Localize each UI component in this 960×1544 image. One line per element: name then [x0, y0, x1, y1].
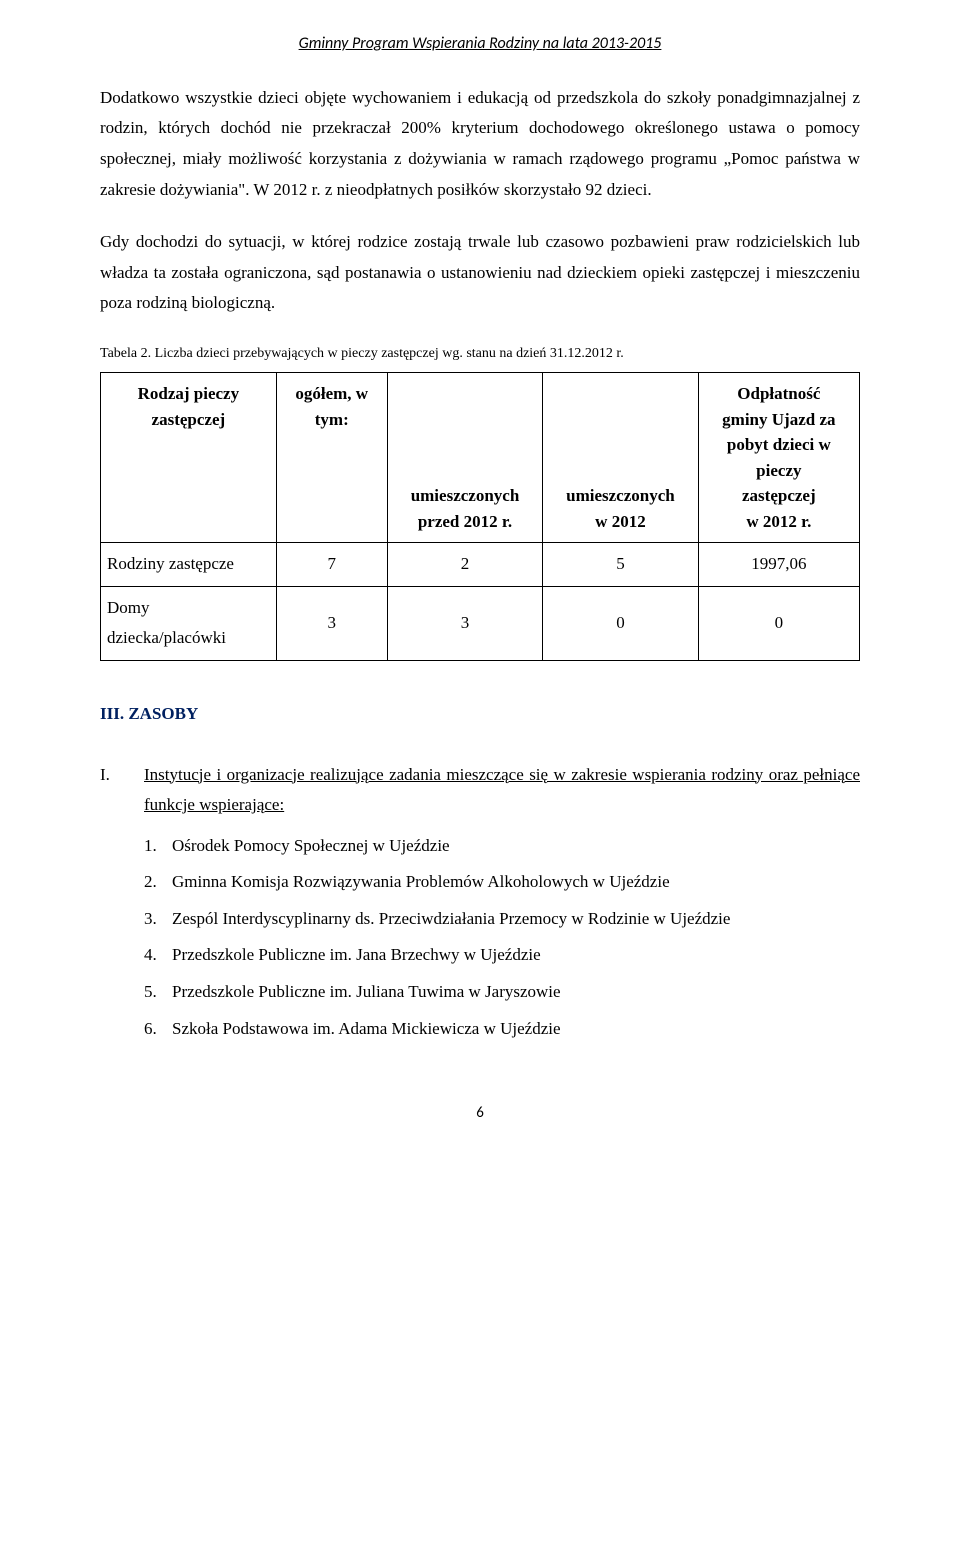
col-header-payment: Odpłatność gminy Ujazd za pobyt dzieci w…: [698, 373, 859, 543]
cell-total: 7: [276, 543, 387, 587]
sub-marker: 2.: [144, 867, 172, 898]
sub-marker: 6.: [144, 1014, 172, 1045]
list-item: 3.Zespól Interdyscyplinarny ds. Przeciwd…: [144, 904, 860, 935]
cell-in: 0: [543, 586, 698, 660]
roman-item-I: I. Instytucje i organizacje realizujące …: [100, 760, 860, 821]
sub-marker: 3.: [144, 904, 172, 935]
sub-marker: 5.: [144, 977, 172, 1008]
cell-payment: 1997,06: [698, 543, 859, 587]
document-header: Gminny Program Wspierania Rodziny na lat…: [100, 30, 860, 59]
col5-l1: Odpłatność: [707, 381, 851, 407]
col3-l2: przed 2012 r.: [396, 509, 534, 535]
cell-label: Rodziny zastępcze: [101, 543, 277, 587]
list-item: 2.Gminna Komisja Rozwiązywania Problemów…: [144, 867, 860, 898]
cell-in: 5: [543, 543, 698, 587]
col5-l5: zastępczej: [707, 483, 851, 509]
cell-before: 2: [387, 543, 542, 587]
col2-l1: ogółem, w: [285, 381, 379, 407]
cell-total: 3: [276, 586, 387, 660]
roman-body: Instytucje i organizacje realizujące zad…: [144, 760, 860, 821]
list-item: 5.Przedszkole Publiczne im. Juliana Tuwi…: [144, 977, 860, 1008]
col5-l3: pobyt dzieci w: [707, 432, 851, 458]
col-header-total: ogółem, w tym:: [276, 373, 387, 543]
sub-body: Przedszkole Publiczne im. Jana Brzechwy …: [172, 940, 860, 971]
cell-payment: 0: [698, 586, 859, 660]
col5-l6: w 2012 r.: [707, 509, 851, 535]
col-header-in: umieszczonych w 2012: [543, 373, 698, 543]
list-item: 4.Przedszkole Publiczne im. Jana Brzechw…: [144, 940, 860, 971]
col2-l2: tym:: [285, 407, 379, 433]
foster-care-table: Rodzaj pieczy zastępczej ogółem, w tym: …: [100, 372, 860, 661]
sub-body: Przedszkole Publiczne im. Juliana Tuwima…: [172, 977, 860, 1008]
list-item: 6.Szkoła Podstawowa im. Adama Mickiewicz…: [144, 1014, 860, 1045]
roman-marker: I.: [100, 760, 144, 821]
table-row: Rodziny zastępcze 7 2 5 1997,06: [101, 543, 860, 587]
page-number: 6: [100, 1100, 860, 1127]
list-item: 1.Ośrodek Pomocy Społecznej w Ujeździe: [144, 831, 860, 862]
sub-body: Zespól Interdyscyplinarny ds. Przeciwdzi…: [172, 904, 860, 935]
sub-body: Ośrodek Pomocy Społecznej w Ujeździe: [172, 831, 860, 862]
section-heading-zasoby: III. ZASOBY: [100, 699, 860, 730]
col-header-type: Rodzaj pieczy zastępczej: [101, 373, 277, 543]
roman-list: I. Instytucje i organizacje realizujące …: [100, 760, 860, 821]
numbered-sublist: 1.Ośrodek Pomocy Społecznej w Ujeździe 2…: [100, 831, 860, 1045]
table-header-row: Rodzaj pieczy zastępczej ogółem, w tym: …: [101, 373, 860, 543]
sub-body: Szkoła Podstawowa im. Adama Mickiewicza …: [172, 1014, 860, 1045]
cell-before: 3: [387, 586, 542, 660]
table-caption: Tabela 2. Liczba dzieci przebywających w…: [100, 341, 860, 366]
cell-label: Domy dziecka/placówki: [101, 586, 277, 660]
roman-intro-underline: Instytucje i organizacje realizujące zad…: [144, 765, 860, 815]
table-row: Domy dziecka/placówki 3 3 0 0: [101, 586, 860, 660]
cell-label-l1: Domy: [107, 593, 268, 624]
paragraph-2: Gdy dochodzi do sytuacji, w której rodzi…: [100, 227, 860, 319]
cell-label-l2: dziecka/placówki: [107, 623, 268, 654]
col-header-before: umieszczonych przed 2012 r.: [387, 373, 542, 543]
col5-l2: gminy Ujazd za: [707, 407, 851, 433]
col3-l1: umieszczonych: [396, 483, 534, 509]
col1-l2: zastępczej: [109, 407, 268, 433]
col5-l4: pieczy: [707, 458, 851, 484]
sub-marker: 1.: [144, 831, 172, 862]
sub-body: Gminna Komisja Rozwiązywania Problemów A…: [172, 867, 860, 898]
col4-l2: w 2012: [551, 509, 689, 535]
paragraph-1: Dodatkowo wszystkie dzieci objęte wychow…: [100, 83, 860, 205]
sub-marker: 4.: [144, 940, 172, 971]
col4-l1: umieszczonych: [551, 483, 689, 509]
col1-l1: Rodzaj pieczy: [109, 381, 268, 407]
